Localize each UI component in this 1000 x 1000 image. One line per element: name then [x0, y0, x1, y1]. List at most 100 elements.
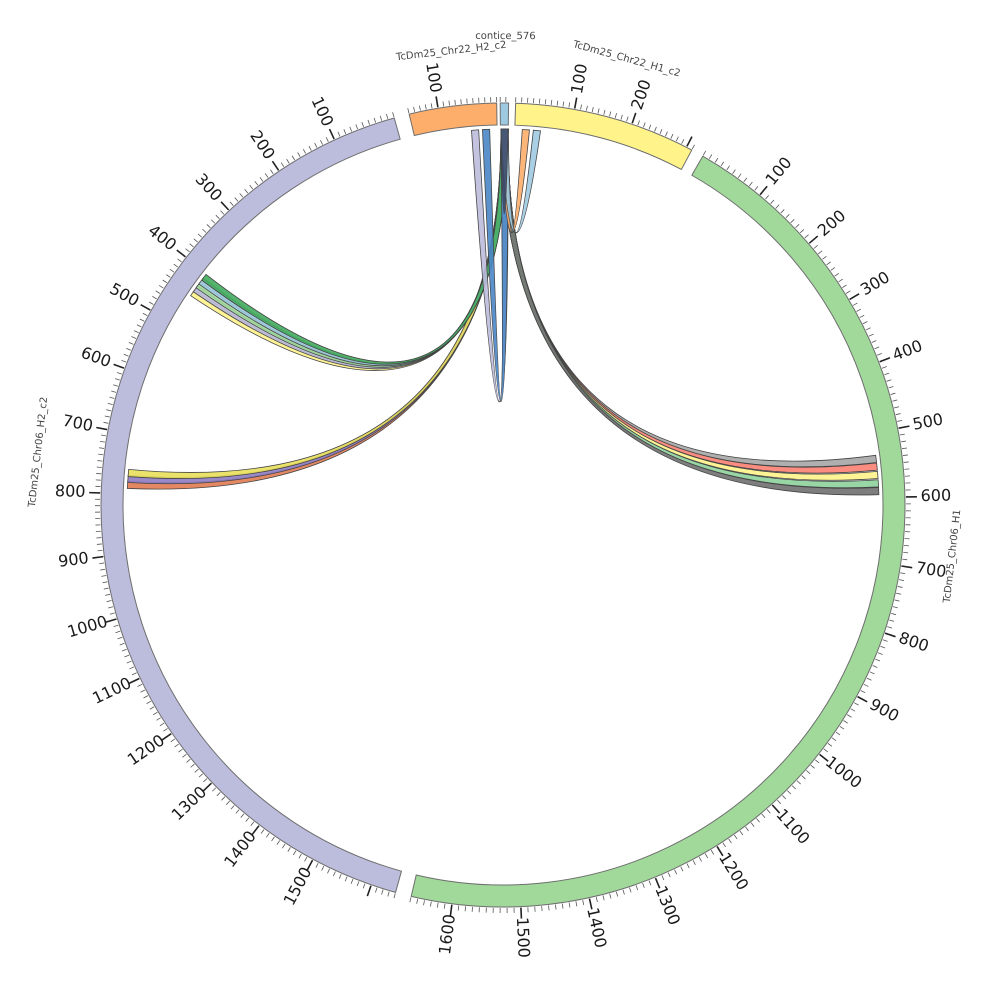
minor-tick	[254, 180, 259, 186]
minor-tick	[902, 558, 908, 561]
minor-tick	[670, 133, 674, 139]
minor-tick	[710, 849, 715, 855]
major-tick	[771, 804, 781, 814]
minor-tick	[822, 255, 827, 260]
minor-tick	[338, 873, 342, 879]
minor-tick	[754, 186, 759, 191]
minor-tick	[889, 619, 895, 622]
minor-tick	[544, 99, 547, 105]
minor-tick	[698, 856, 702, 862]
minor-tick	[282, 843, 286, 849]
minor-tick	[215, 214, 220, 219]
link-ribbon-contig-to-chr06_h1	[500, 128, 878, 474]
minor-tick	[124, 654, 130, 658]
minor-tick	[643, 122, 646, 128]
minor-tick	[375, 887, 378, 893]
link-ribbon-contig-to-chr06_h2	[198, 128, 509, 367]
minor-tick	[212, 787, 217, 792]
tick-label-chr22_h2: 100	[422, 61, 446, 94]
minor-tick	[221, 796, 226, 801]
minor-tick	[117, 636, 123, 640]
link-ribbon-contig-to-chr22_h1	[500, 128, 542, 234]
minor-tick	[202, 228, 207, 233]
minor-tick	[609, 111, 612, 117]
minor-tick	[603, 109, 606, 115]
major-tick	[901, 565, 913, 569]
minor-tick	[648, 124, 652, 130]
link-ribbon-contig-to-chr22_h2	[482, 128, 509, 403]
minor-tick	[97, 460, 103, 462]
major-tick	[366, 885, 372, 897]
major-tick	[759, 185, 768, 196]
minor-tick	[704, 853, 709, 859]
chromosome-band-chr22_h1	[514, 102, 693, 171]
minor-tick	[680, 866, 684, 872]
link-ribbon-contig-to-chr06_h1	[500, 128, 880, 496]
minor-tick	[419, 105, 421, 111]
minor-tick	[409, 897, 412, 903]
minor-tick	[362, 883, 366, 889]
minor-tick	[667, 872, 671, 878]
minor-tick	[868, 333, 874, 337]
major-tick	[884, 632, 896, 638]
minor-tick	[892, 606, 898, 609]
minor-tick	[182, 753, 187, 758]
minor-tick	[863, 683, 869, 687]
chromosome-band-contig	[499, 102, 510, 126]
minor-tick	[430, 103, 433, 109]
minor-tick	[116, 372, 122, 375]
minor-tick	[756, 818, 760, 823]
tick-label-chr06_h2: 700	[61, 411, 95, 435]
major-tick	[449, 904, 453, 916]
minor-tick	[123, 353, 129, 357]
minor-tick	[100, 568, 106, 571]
minor-tick	[225, 800, 230, 806]
minor-tick	[121, 648, 127, 652]
minor-tick	[750, 822, 755, 827]
minor-tick	[216, 791, 221, 797]
minor-tick	[892, 399, 898, 402]
major-tick	[129, 677, 140, 684]
minor-tick	[193, 238, 198, 243]
minor-tick	[897, 420, 903, 422]
minor-tick	[791, 785, 797, 790]
minor-tick	[865, 327, 871, 331]
major-tick	[849, 293, 860, 301]
major-tick	[202, 782, 212, 792]
minor-tick	[799, 229, 805, 234]
minor-tick	[424, 104, 427, 110]
minor-tick	[575, 901, 578, 907]
minor-tick	[720, 161, 725, 167]
link-ribbon-contig-to-chr06_h1	[500, 128, 879, 481]
minor-tick	[101, 575, 107, 577]
minor-tick	[862, 321, 868, 325]
minor-tick	[393, 893, 396, 899]
minor-tick	[152, 296, 157, 300]
minor-tick	[244, 188, 249, 194]
major-tick	[573, 97, 578, 109]
minor-tick	[152, 711, 158, 716]
minor-tick	[737, 173, 742, 178]
minor-tick	[852, 302, 858, 306]
major-tick	[105, 618, 117, 623]
minor-tick	[113, 624, 119, 627]
minor-tick	[265, 833, 270, 838]
minor-tick	[582, 899, 585, 906]
minor-tick	[846, 714, 852, 718]
minor-tick	[115, 630, 121, 634]
minor-tick	[198, 773, 204, 778]
links-layer	[126, 128, 880, 496]
ideogram-layer	[100, 102, 906, 908]
minor-tick	[170, 738, 176, 743]
minor-tick	[129, 666, 135, 670]
minor-tick	[220, 210, 225, 215]
tick-label-chr06_h2: 600	[79, 343, 114, 371]
minor-tick	[804, 234, 809, 239]
minor-tick	[838, 278, 843, 283]
minor-tick	[448, 100, 450, 106]
tick-label-chr06_h2: 1100	[89, 673, 134, 708]
minor-tick	[568, 102, 571, 108]
minor-tick	[686, 863, 690, 869]
minor-tick	[260, 829, 265, 834]
major-tick	[220, 201, 230, 211]
